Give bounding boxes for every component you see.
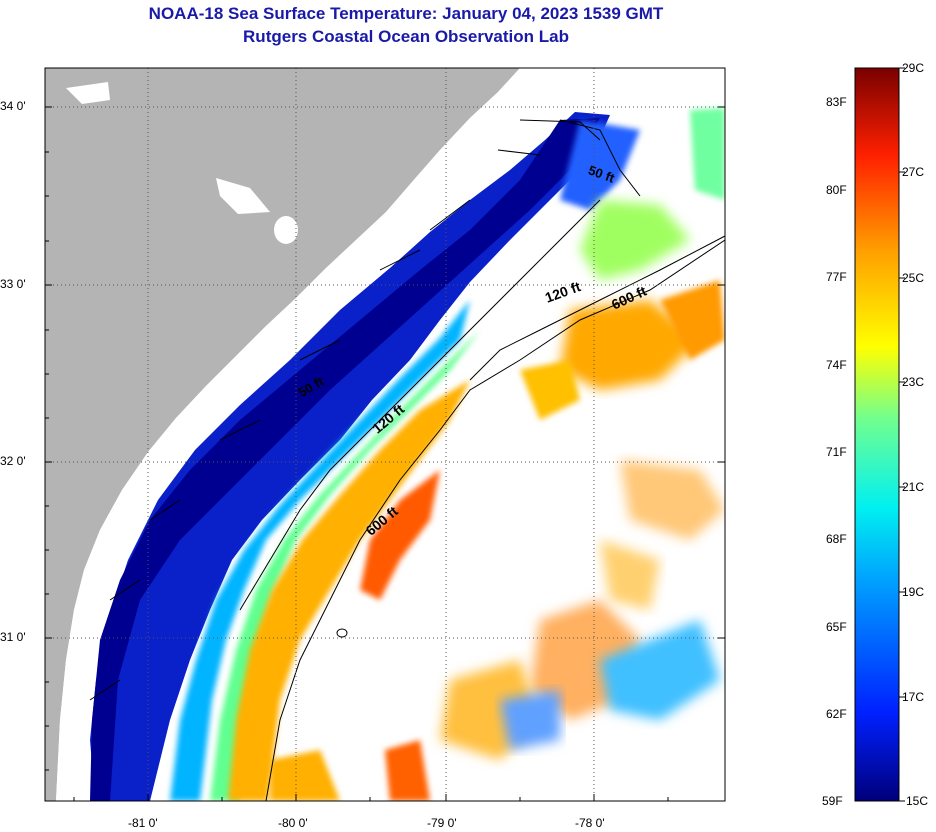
chart-title: NOAA-18 Sea Surface Temperature: January… — [148, 4, 664, 23]
colorbar-f-label: 59F — [822, 794, 843, 808]
land-area — [45, 68, 520, 801]
lon-label: -80 0' — [278, 816, 308, 830]
lon-label: -79 0' — [427, 816, 457, 830]
chart-subtitle: Rutgers Coastal Ocean Observation Lab — [243, 27, 569, 46]
colorbar-c-label: 15C — [906, 794, 929, 808]
lat-label: 34 0' — [0, 99, 26, 113]
lon-label: -81 0' — [128, 816, 158, 830]
colorbar-c-label: 17C — [902, 690, 925, 704]
colorbar-f-label: 71F — [826, 445, 847, 459]
lon-label: -78 0' — [575, 816, 605, 830]
colorbar-c-label: 21C — [902, 480, 925, 494]
colorbar-f-label: 80F — [826, 183, 847, 197]
colorbar — [854, 67, 900, 802]
colorbar-c-label: 23C — [902, 375, 925, 389]
lat-label: 33 0' — [0, 277, 26, 291]
colorbar-c-label: 19C — [902, 585, 925, 599]
colorbar-f-label: 68F — [826, 532, 847, 546]
colorbar-f-label: 62F — [826, 707, 847, 721]
colorbar-f-label: 83F — [826, 95, 847, 109]
colorbar-f-label: 74F — [826, 358, 847, 372]
lat-label: 31 0' — [0, 630, 26, 644]
lat-label: 32 0' — [0, 454, 26, 468]
colorbar-f-label: 65F — [826, 620, 847, 634]
colorbar-c-label: 29C — [902, 61, 925, 75]
colorbar-f-label: 77F — [826, 270, 847, 284]
colorbar-c-label: 27C — [902, 165, 925, 179]
colorbar-c-label: 25C — [902, 271, 925, 285]
